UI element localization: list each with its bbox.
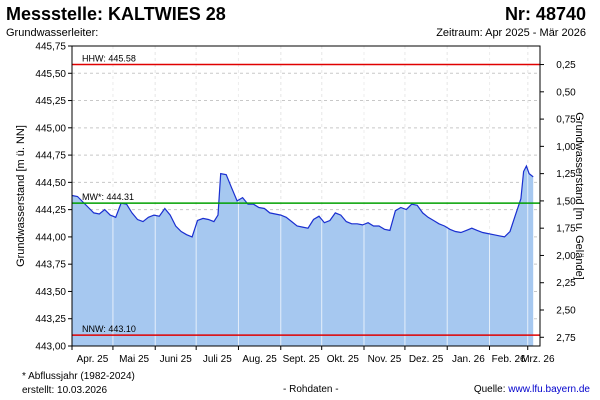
y-tick-label: 444,00 [35, 232, 66, 243]
created-date: erstellt: 10.03.2026 [22, 385, 108, 396]
x-tick-label: Okt. 25 [327, 354, 360, 365]
y2-tick-label: 0,50 [556, 87, 576, 98]
y-tick-label: 444,25 [35, 205, 66, 216]
y2-tick-label: 1,50 [556, 196, 576, 207]
y-axis-label: Grundwasserstand [m ü. NN] [15, 125, 27, 267]
y2-tick-label: 2,25 [556, 278, 576, 289]
period-label: Zeitraum: Apr 2025 - Mär 2026 [436, 27, 586, 39]
mw-label: MW*: 444.31 [82, 192, 134, 202]
series-area [71, 46, 534, 346]
y-tick-label: 445,00 [35, 123, 66, 134]
y2-tick-label: 1,25 [556, 169, 576, 180]
x-tick-label: Aug. 25 [242, 354, 277, 365]
plot-frame [71, 45, 541, 347]
source: Quelle: www.lfu.bayern.de [474, 384, 590, 395]
hhw-label: HHW: 445.58 [82, 54, 136, 64]
y-tick-label: 445,75 [35, 42, 66, 53]
y-tick-label: 443,00 [35, 342, 66, 353]
y2-tick-label: 0,25 [556, 60, 576, 71]
y-tick-label: 445,50 [35, 69, 66, 80]
nnw-label: NNW: 443.10 [82, 324, 136, 334]
x-tick-label: Nov. 25 [368, 354, 402, 365]
source-label: Quelle: [473, 384, 506, 395]
y2-tick-label: 1,75 [556, 224, 576, 235]
y2-tick-label: 2,00 [556, 251, 576, 262]
x-tick-label: Apr. 25 [77, 354, 109, 365]
y-tick-label: 443,25 [35, 314, 66, 325]
y2-tick-label: 2,75 [556, 333, 576, 344]
series-area-fill [72, 166, 534, 346]
x-tick-label: Mrz. 26 [521, 354, 555, 365]
x-tick-label: Juni 25 [160, 354, 193, 365]
footnote: * Abflussjahr (1982-2024) [22, 371, 135, 382]
y2-tick-label: 2,50 [556, 306, 576, 317]
raw-data-label: - Rohdaten - [283, 384, 339, 395]
series-line [71, 164, 534, 238]
station-number: Nr: 48740 [504, 4, 586, 24]
source-link[interactable]: www.lfu.bayern.de [508, 384, 590, 395]
x-tick-label: Jan. 26 [452, 354, 485, 365]
x-tick-label: Dez. 25 [409, 354, 444, 365]
y-tick-label: 445,25 [35, 96, 66, 107]
y2-tick-label: 0,75 [556, 115, 576, 126]
y2-tick-label: 1,00 [556, 142, 576, 153]
y-tick-label: 444,50 [35, 178, 66, 189]
y2-axis-ticks: 0,25 0,50 0,75 1,00 1,25 1,50 1,75 2,00 2,25 2,50… [540, 60, 576, 344]
y2-axis-label: Grundwasserstand [m u. Gelände] [573, 112, 585, 280]
page-title: Messstelle: KALTWIES 28 [6, 4, 226, 24]
y-axis-ticks: 445,75 445,50 445,25 445,00 444,75 444,50 444,… [35, 42, 72, 353]
x-tick-label: Feb. 26 [492, 354, 526, 365]
x-axis-ticks: Apr. 25 Mai 25 Juni 25 Juli 25 Aug. 25 Sept. … [71, 346, 555, 365]
aquifer-label: Grundwasserleiter: [6, 27, 99, 39]
x-tick-label: Sept. 25 [283, 354, 321, 365]
y-tick-label: 443,50 [35, 287, 66, 298]
y-tick-label: 443,75 [35, 260, 66, 271]
x-tick-label: Mai 25 [119, 354, 149, 365]
x-tick-label: Juli 25 [203, 354, 232, 365]
y-tick-label: 444,75 [35, 151, 66, 162]
reference-lines: HHW: 445.58 MW*: 444.31 NNW: 443.10 [72, 54, 540, 336]
